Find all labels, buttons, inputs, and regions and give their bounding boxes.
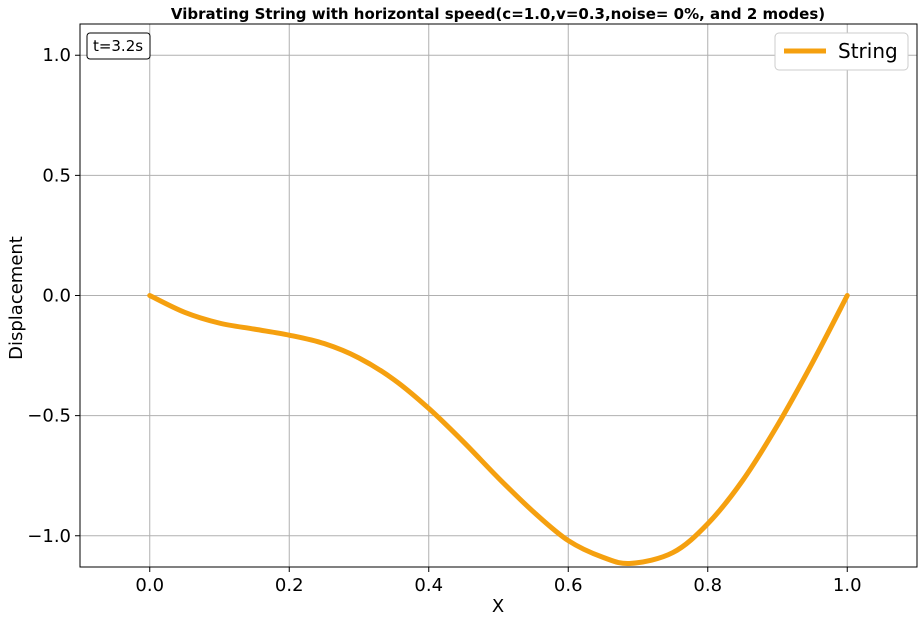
y-tick-label: 0.5 bbox=[42, 165, 71, 186]
legend-box bbox=[774, 32, 909, 71]
chart-title: Vibrating String with horizontal speed(c… bbox=[171, 5, 825, 23]
time-annotation: t=3.2s bbox=[93, 37, 143, 55]
time-annotation-box: t=3.2s bbox=[86, 32, 151, 60]
x-tick-label: 0.2 bbox=[275, 575, 304, 596]
x-tick-label: 0.4 bbox=[414, 575, 443, 596]
series-line-string bbox=[147, 293, 850, 567]
y-axis-label: Displacement bbox=[6, 236, 27, 360]
y-tick-label: 0.0 bbox=[42, 286, 71, 307]
x-tick-label: 0.0 bbox=[135, 575, 164, 596]
x-tick-label: 1.0 bbox=[833, 575, 862, 596]
x-tick-label: 0.6 bbox=[554, 575, 583, 596]
grid bbox=[80, 24, 917, 567]
x-axis-label: X bbox=[492, 596, 504, 617]
y-tick-label: −0.5 bbox=[27, 406, 71, 427]
legend: String bbox=[774, 32, 909, 71]
y-tick-label: 1.0 bbox=[42, 45, 71, 66]
x-tick-label: 0.8 bbox=[693, 575, 722, 596]
series-layer bbox=[147, 293, 850, 567]
y-tick-label: −1.0 bbox=[27, 526, 71, 547]
ticks: 0.0 0.2 0.4 0.6 0.8 1.0 −1.0 −0.5 0.0 0.5 1.0 bbox=[27, 45, 861, 596]
legend-label-string: String bbox=[838, 39, 898, 63]
